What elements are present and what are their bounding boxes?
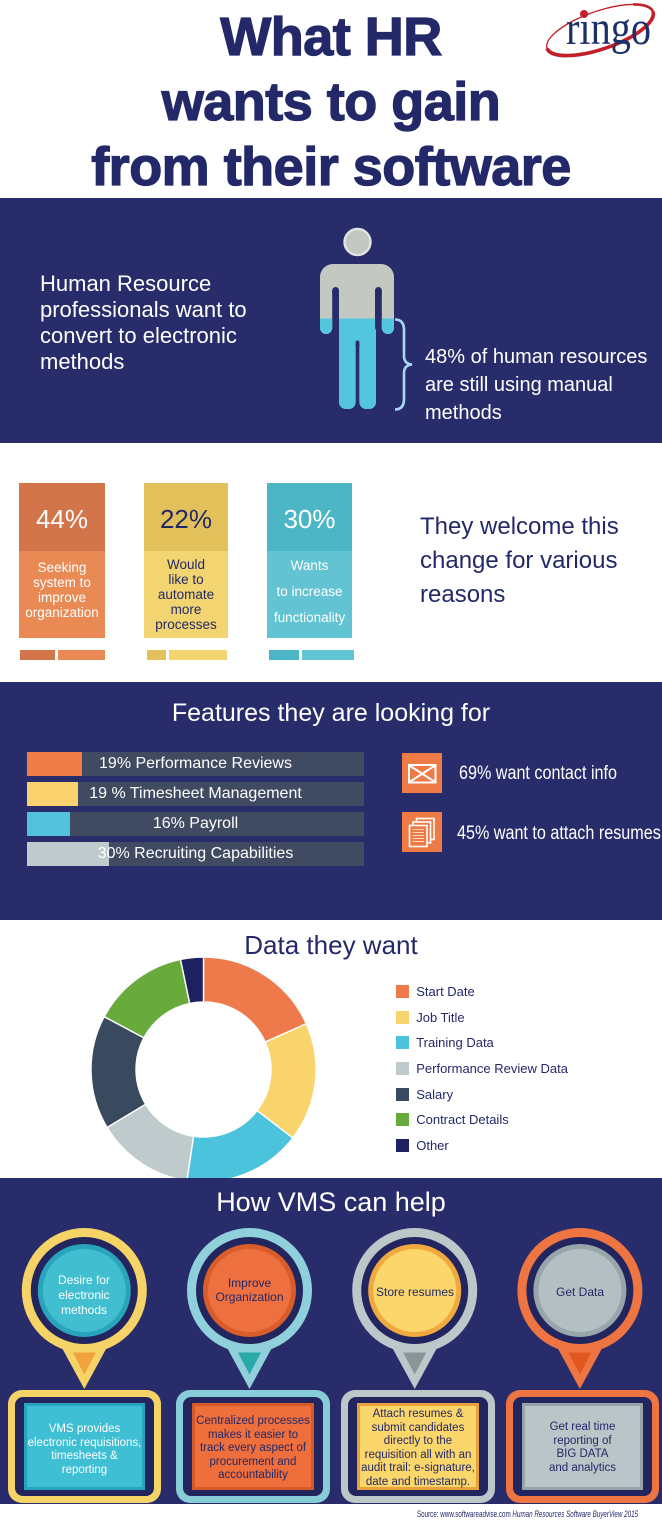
svg-text:ringo: ringo [566,2,651,55]
